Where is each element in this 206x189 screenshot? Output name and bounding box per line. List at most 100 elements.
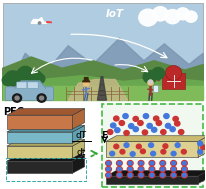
Bar bbox=[24, 77, 27, 81]
Polygon shape bbox=[106, 176, 198, 184]
Circle shape bbox=[163, 144, 168, 148]
Circle shape bbox=[106, 160, 111, 166]
Polygon shape bbox=[198, 170, 206, 184]
Circle shape bbox=[128, 161, 132, 165]
FancyBboxPatch shape bbox=[28, 82, 38, 88]
Circle shape bbox=[127, 173, 133, 178]
Circle shape bbox=[133, 116, 138, 121]
Circle shape bbox=[160, 173, 166, 178]
Polygon shape bbox=[72, 108, 85, 129]
Bar bbox=[162, 73, 185, 89]
Polygon shape bbox=[15, 81, 46, 88]
Circle shape bbox=[111, 123, 116, 128]
Circle shape bbox=[161, 149, 166, 154]
Circle shape bbox=[171, 151, 176, 156]
Circle shape bbox=[171, 160, 177, 166]
Circle shape bbox=[161, 130, 166, 134]
Polygon shape bbox=[198, 136, 206, 157]
Circle shape bbox=[128, 174, 132, 177]
Circle shape bbox=[160, 167, 166, 172]
Circle shape bbox=[26, 74, 37, 84]
Circle shape bbox=[153, 116, 159, 121]
Circle shape bbox=[198, 141, 203, 146]
Bar bbox=[149, 81, 151, 84]
Polygon shape bbox=[7, 115, 72, 129]
Circle shape bbox=[106, 173, 111, 178]
Circle shape bbox=[117, 167, 122, 172]
Circle shape bbox=[117, 173, 122, 178]
Circle shape bbox=[107, 167, 110, 171]
FancyBboxPatch shape bbox=[16, 82, 27, 88]
Circle shape bbox=[140, 149, 145, 154]
Circle shape bbox=[161, 161, 165, 165]
Polygon shape bbox=[7, 161, 72, 173]
Circle shape bbox=[172, 161, 176, 165]
Circle shape bbox=[183, 167, 186, 171]
Circle shape bbox=[165, 65, 182, 81]
Circle shape bbox=[171, 173, 177, 178]
Circle shape bbox=[175, 121, 180, 126]
Circle shape bbox=[143, 114, 149, 119]
Circle shape bbox=[84, 81, 89, 86]
Circle shape bbox=[139, 161, 143, 165]
Circle shape bbox=[107, 174, 110, 177]
Circle shape bbox=[107, 161, 110, 165]
Circle shape bbox=[198, 150, 203, 154]
Circle shape bbox=[176, 8, 189, 20]
Circle shape bbox=[161, 174, 165, 177]
Polygon shape bbox=[83, 81, 90, 82]
Circle shape bbox=[2, 74, 15, 86]
Circle shape bbox=[38, 22, 41, 24]
Polygon shape bbox=[7, 125, 85, 132]
Circle shape bbox=[149, 80, 152, 83]
Circle shape bbox=[29, 70, 42, 83]
Circle shape bbox=[139, 167, 143, 171]
Circle shape bbox=[110, 151, 115, 156]
Polygon shape bbox=[68, 80, 128, 100]
Circle shape bbox=[181, 173, 187, 178]
Circle shape bbox=[18, 66, 32, 80]
Circle shape bbox=[40, 96, 44, 100]
Circle shape bbox=[142, 130, 148, 135]
Circle shape bbox=[150, 174, 154, 177]
Circle shape bbox=[179, 130, 184, 134]
Polygon shape bbox=[72, 139, 85, 158]
Circle shape bbox=[127, 167, 133, 172]
Circle shape bbox=[185, 11, 197, 22]
Circle shape bbox=[173, 116, 178, 121]
Circle shape bbox=[150, 161, 154, 165]
Polygon shape bbox=[31, 22, 49, 23]
Polygon shape bbox=[7, 155, 85, 161]
FancyBboxPatch shape bbox=[5, 87, 54, 101]
Polygon shape bbox=[97, 77, 107, 100]
Circle shape bbox=[152, 67, 165, 79]
Text: dT: dT bbox=[76, 132, 87, 140]
Circle shape bbox=[164, 114, 169, 119]
Circle shape bbox=[181, 160, 187, 166]
Circle shape bbox=[115, 128, 120, 133]
Circle shape bbox=[138, 167, 144, 172]
Circle shape bbox=[170, 127, 175, 132]
Circle shape bbox=[165, 123, 171, 128]
Polygon shape bbox=[3, 57, 203, 100]
Circle shape bbox=[114, 116, 119, 121]
Circle shape bbox=[148, 80, 153, 85]
Polygon shape bbox=[72, 155, 85, 173]
Polygon shape bbox=[7, 146, 72, 158]
Bar bbox=[157, 77, 159, 81]
Polygon shape bbox=[7, 132, 72, 143]
Circle shape bbox=[138, 121, 143, 125]
Circle shape bbox=[143, 70, 157, 83]
Circle shape bbox=[139, 9, 157, 26]
Circle shape bbox=[149, 160, 155, 166]
Circle shape bbox=[114, 144, 119, 149]
Circle shape bbox=[5, 71, 21, 85]
Circle shape bbox=[124, 143, 129, 147]
Circle shape bbox=[108, 130, 113, 134]
Circle shape bbox=[165, 9, 180, 24]
Bar bbox=[12, 82, 14, 87]
Text: E: E bbox=[102, 131, 108, 140]
Circle shape bbox=[152, 7, 168, 21]
Bar bbox=[34, 81, 37, 85]
Circle shape bbox=[161, 167, 165, 171]
